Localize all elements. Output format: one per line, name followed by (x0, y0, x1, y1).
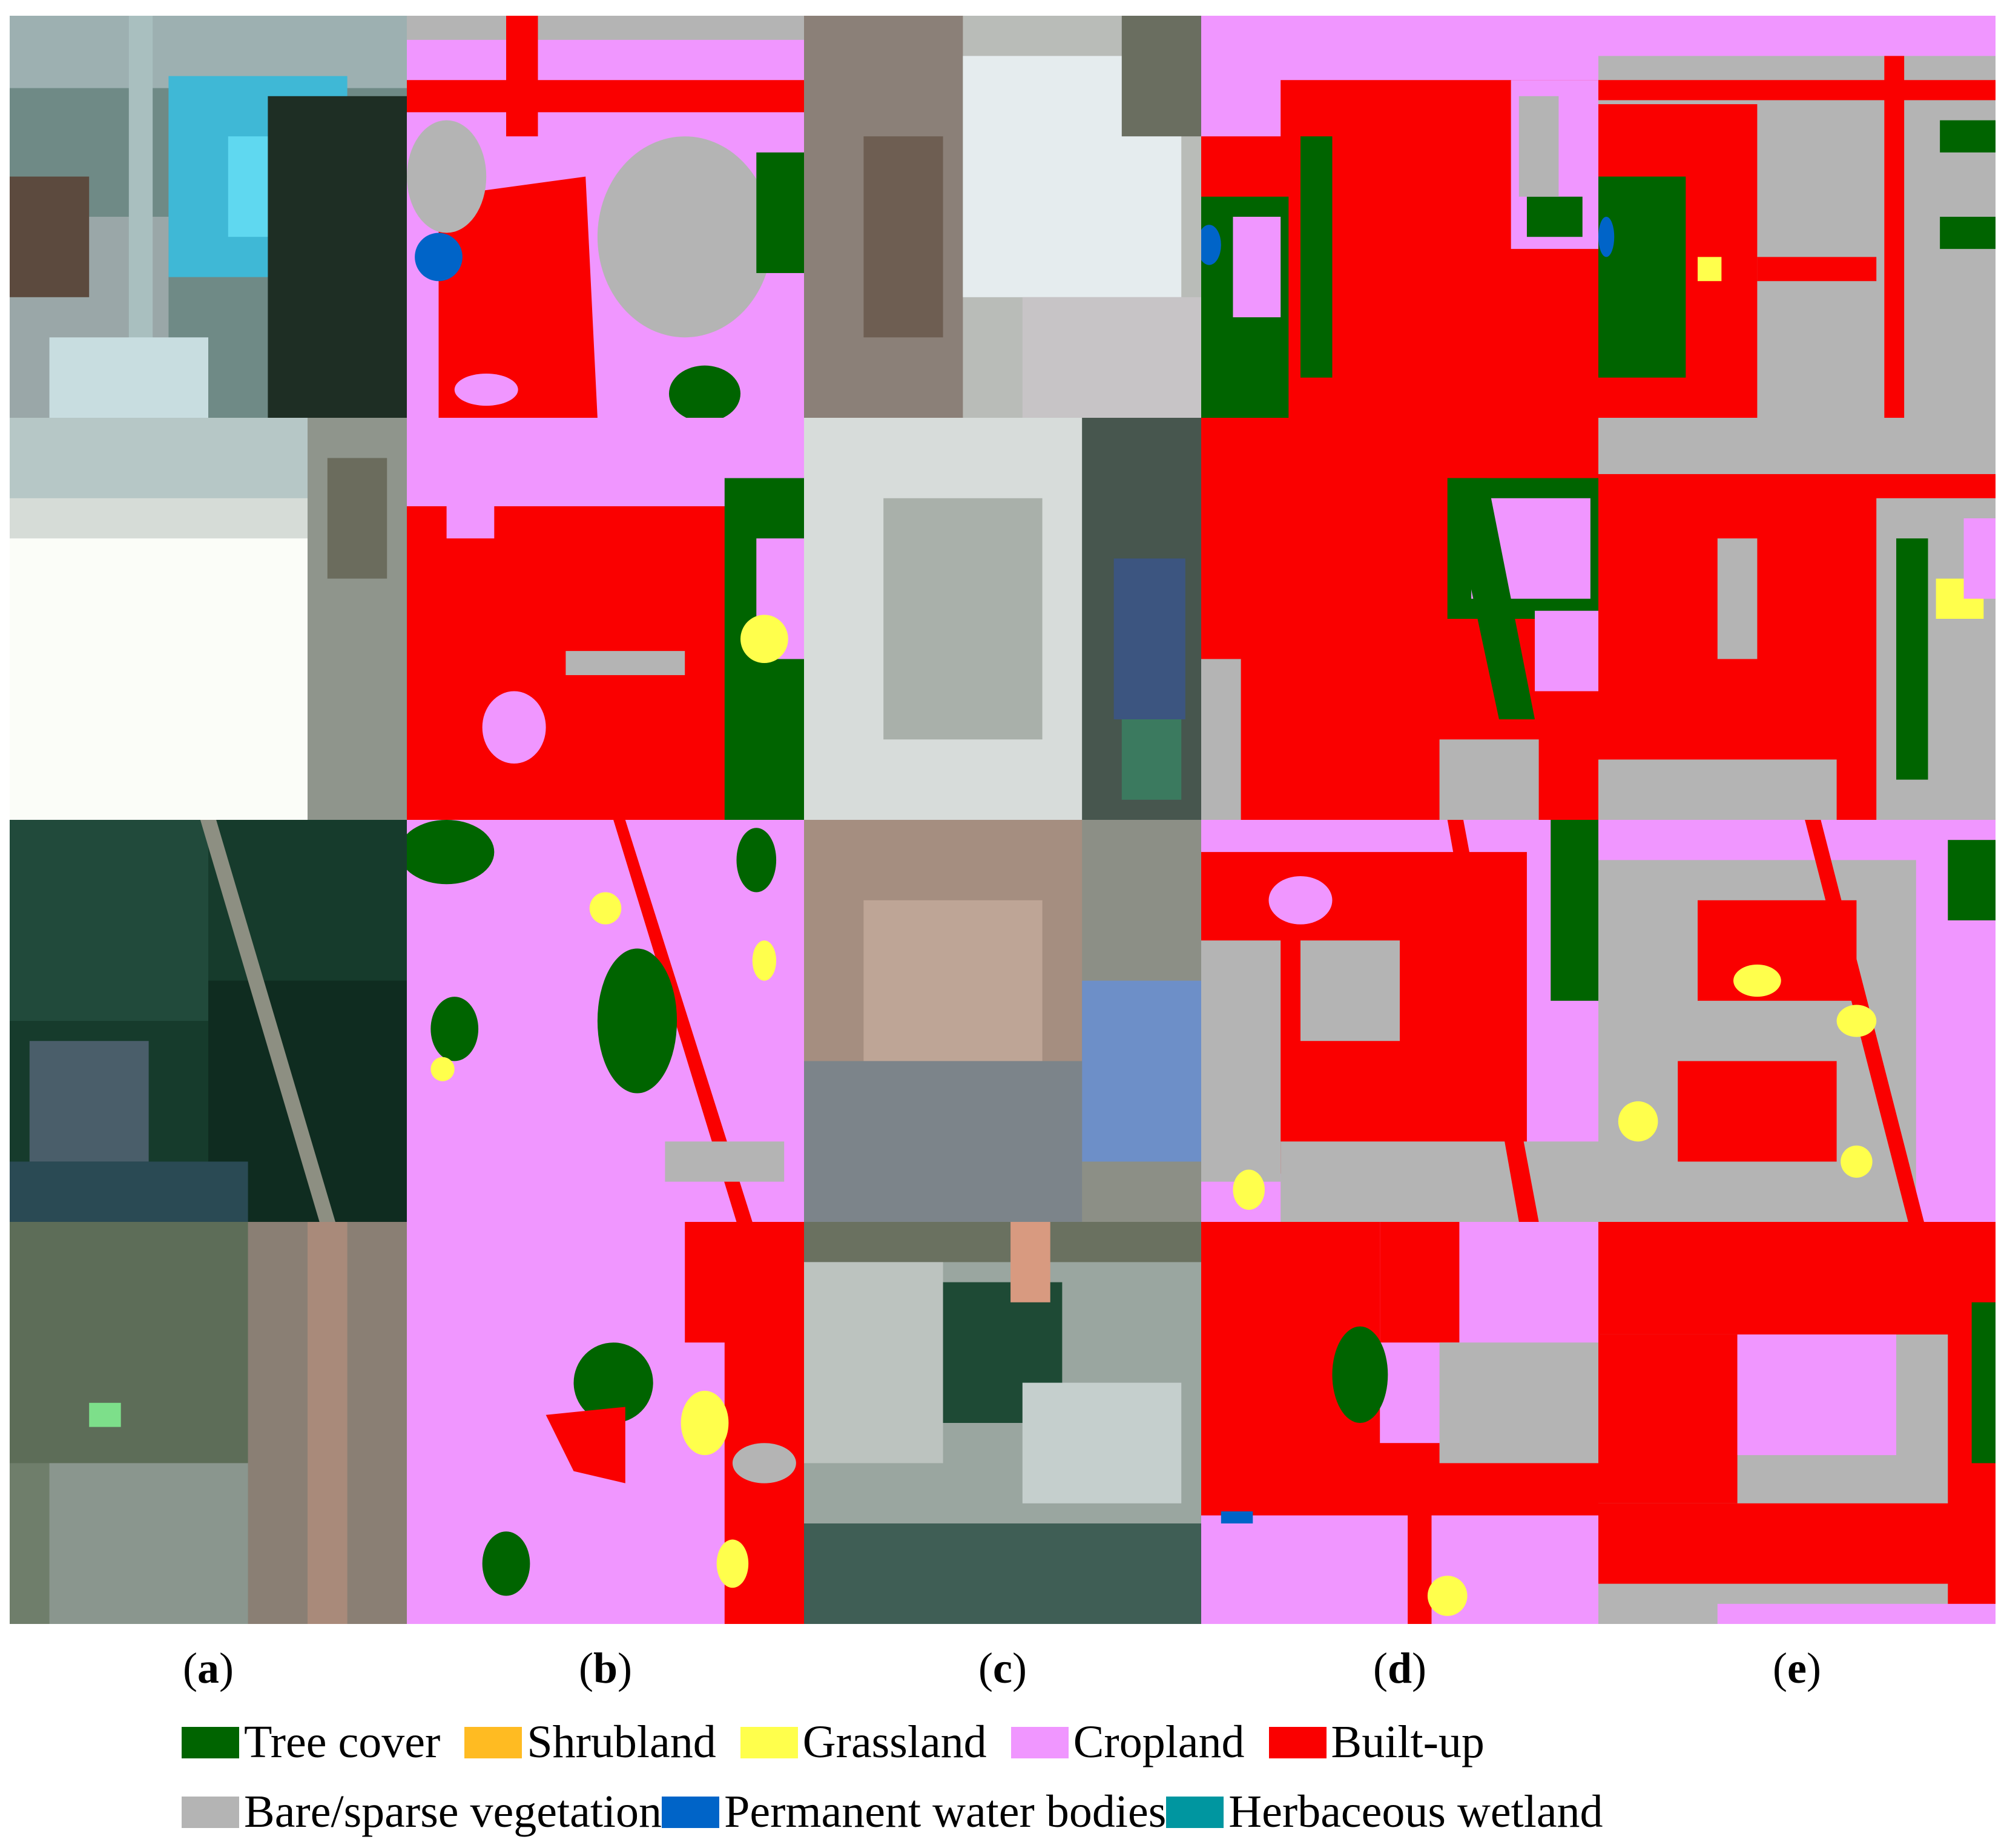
tile-map-b-r1 (407, 16, 804, 418)
image-grid (10, 16, 1996, 1624)
legend: Tree cover Shrubland Grassland Cropland … (182, 1708, 1937, 1847)
column-label-b: (b) (578, 1644, 632, 1692)
legend-row-2: Bare/sparse vegetation Permanent water b… (182, 1777, 1937, 1847)
legend-item-tree-cover: Tree cover (182, 1716, 440, 1769)
satellite-image (804, 1222, 1201, 1624)
column-label-d: (d) (1373, 1644, 1426, 1692)
legend-label: Cropland (1073, 1717, 1245, 1767)
legend-swatch (182, 1796, 239, 1828)
legend-row-1: Tree cover Shrubland Grassland Cropland … (182, 1708, 1937, 1777)
tile-map-b-r2 (407, 418, 804, 820)
tile-map-b-r3 (407, 820, 804, 1222)
tile-satellite-c-r1 (804, 16, 1201, 418)
tile-satellite-r4 (10, 1222, 407, 1624)
tile-map-e-r1 (1598, 16, 1996, 418)
tile-satellite-c-r2 (804, 418, 1201, 820)
legend-item-cropland: Cropland (1010, 1716, 1245, 1769)
satellite-image (10, 1222, 407, 1624)
legend-label: Bare/sparse vegetation (244, 1786, 662, 1837)
legend-item-shrubland: Shrubland (464, 1716, 716, 1769)
tile-map-d-r2 (1201, 418, 1598, 820)
landcover-map (1598, 820, 1996, 1222)
column-label-a: (a) (183, 1644, 234, 1692)
column-label-e: (e) (1773, 1644, 1821, 1692)
legend-swatch (1010, 1726, 1069, 1758)
tile-map-e-r2 (1598, 418, 1996, 820)
legend-swatch (1166, 1796, 1224, 1828)
column-label-c: (c) (978, 1644, 1027, 1692)
tile-satellite-r2 (10, 418, 407, 820)
landcover-map (1201, 16, 1598, 418)
tile-map-d-r4 (1201, 1222, 1598, 1624)
legend-label: Built-up (1331, 1717, 1485, 1767)
landcover-map (1598, 1222, 1996, 1624)
legend-item-water: Permanent water bodies (662, 1786, 1166, 1838)
legend-swatch (182, 1726, 239, 1758)
legend-label: Shrubland (527, 1717, 716, 1767)
tile-satellite-c-r3 (804, 820, 1201, 1222)
legend-label: Tree cover (244, 1717, 441, 1767)
legend-swatch (740, 1726, 798, 1758)
landcover-map (1598, 16, 1996, 418)
legend-label: Permanent water bodies (724, 1786, 1167, 1837)
tile-satellite-r3 (10, 820, 407, 1222)
landcover-map (1598, 418, 1996, 820)
tile-satellite-c-r4 (804, 1222, 1201, 1624)
satellite-image (10, 820, 407, 1222)
landcover-map (1201, 418, 1598, 820)
tile-satellite-r1 (10, 16, 407, 418)
legend-swatch (464, 1726, 522, 1758)
landcover-map (1201, 1222, 1598, 1624)
satellite-image (804, 16, 1201, 418)
legend-label: Grassland (802, 1717, 987, 1767)
legend-item-wetland: Herbaceous wetland (1166, 1786, 1603, 1838)
satellite-image (10, 418, 407, 820)
landcover-map (1201, 820, 1598, 1222)
landcover-map (407, 418, 804, 820)
legend-item-grassland: Grassland (740, 1716, 987, 1769)
legend-swatch (1268, 1726, 1327, 1758)
satellite-image (804, 418, 1201, 820)
satellite-image (804, 820, 1201, 1222)
tile-map-b-r4 (407, 1222, 804, 1624)
legend-swatch (662, 1796, 720, 1828)
legend-item-bare-sparse: Bare/sparse vegetation (182, 1786, 662, 1838)
tile-map-e-r3 (1598, 820, 1996, 1222)
legend-label: Herbaceous wetland (1228, 1786, 1603, 1837)
landcover-map (407, 16, 804, 418)
landcover-map (407, 1222, 804, 1624)
column-labels: (a) (b) (c) (d) (e) (10, 1635, 1996, 1701)
tile-map-d-r3 (1201, 820, 1598, 1222)
tile-map-d-r1 (1201, 16, 1598, 418)
landcover-map (407, 820, 804, 1222)
legend-item-built-up: Built-up (1268, 1716, 1485, 1769)
satellite-image (10, 16, 407, 418)
tile-map-e-r4 (1598, 1222, 1996, 1624)
